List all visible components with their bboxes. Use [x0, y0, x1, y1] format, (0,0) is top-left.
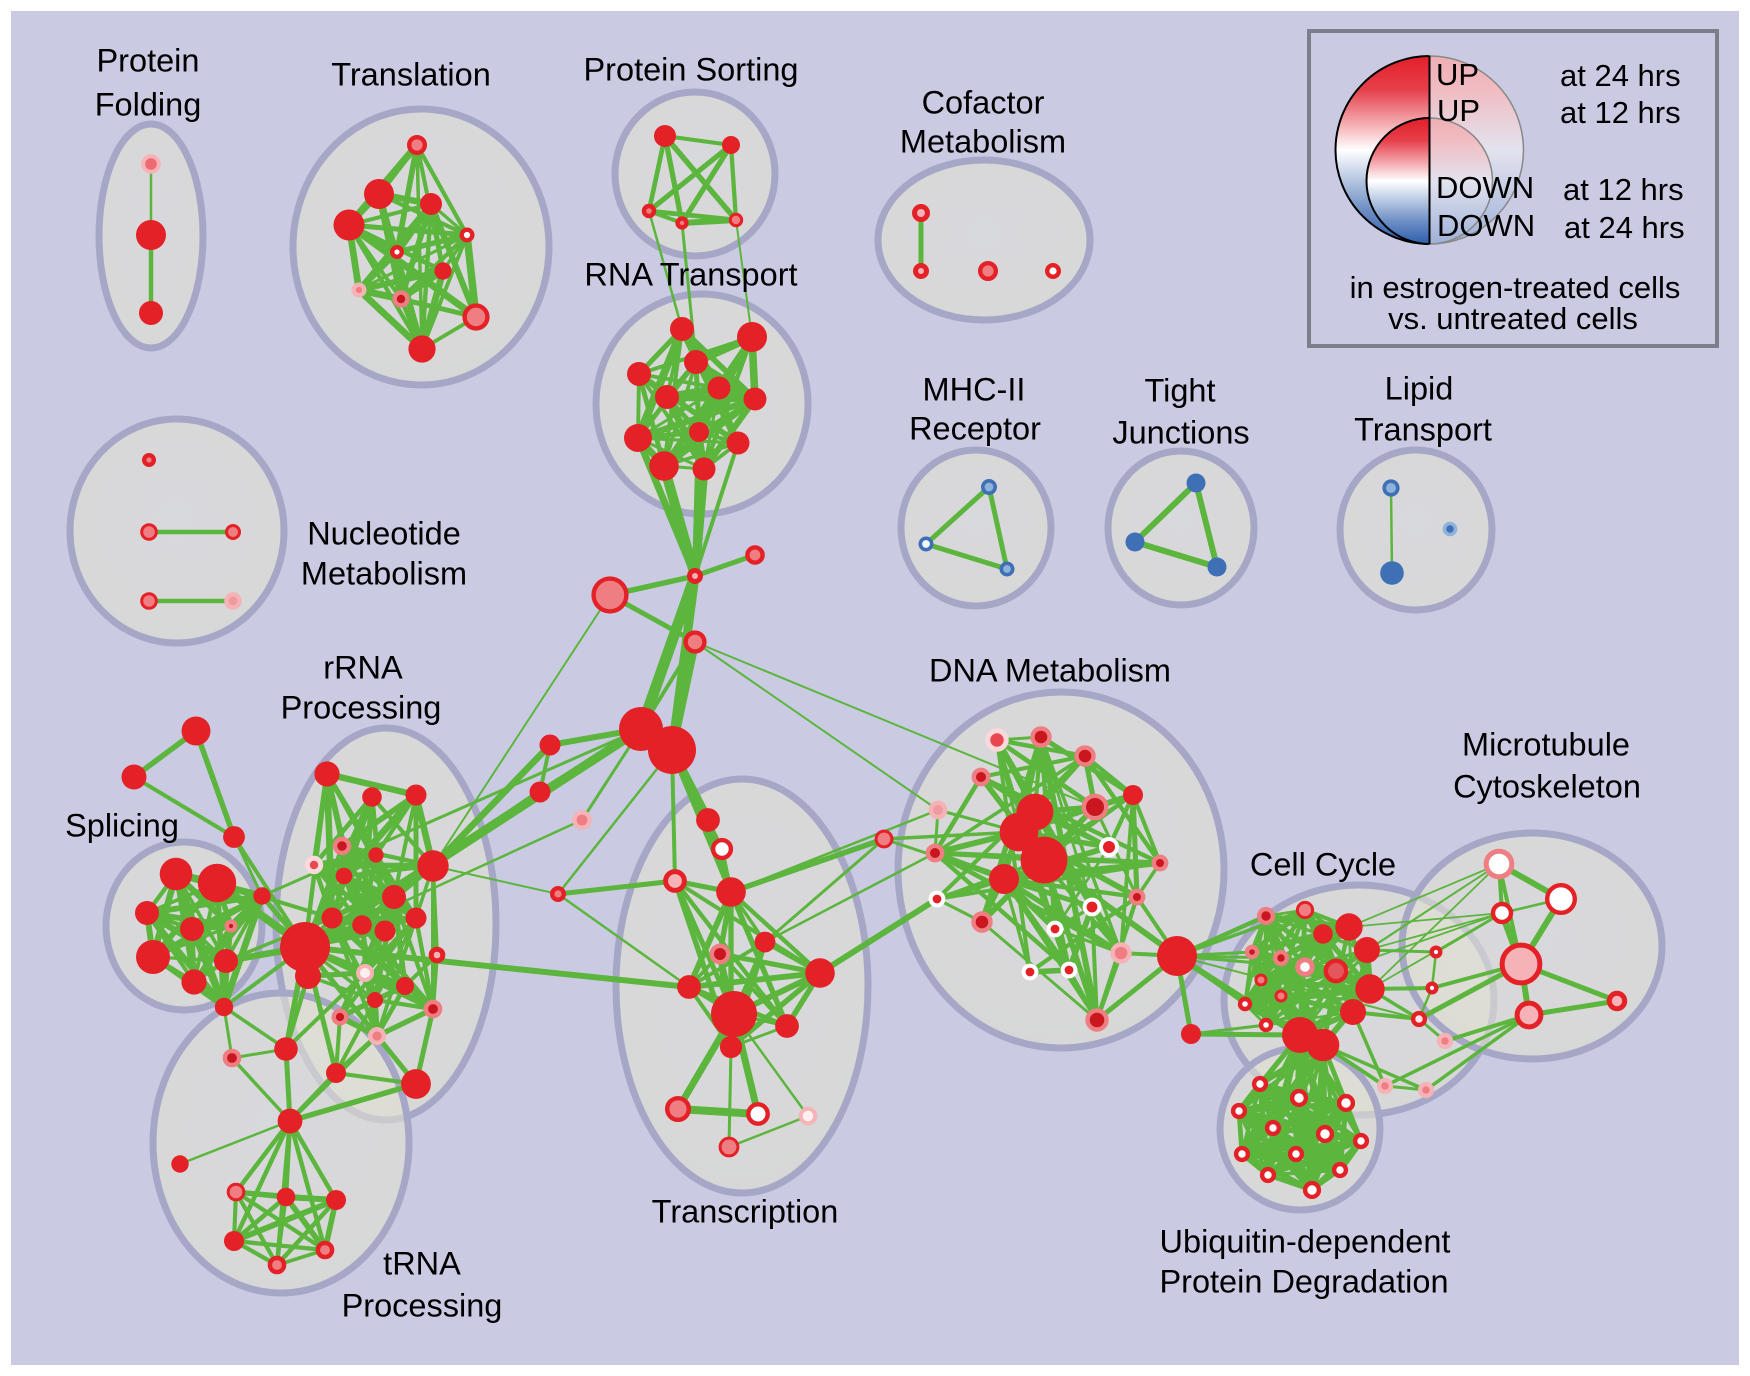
svg-text:at 12 hrs: at 12 hrs — [1560, 95, 1681, 130]
svg-text:Cell Cycle: Cell Cycle — [1250, 847, 1396, 883]
svg-text:DOWN: DOWN — [1437, 208, 1535, 243]
svg-text:UP: UP — [1437, 93, 1480, 128]
svg-text:MHC-II: MHC-II — [923, 372, 1026, 408]
svg-text:Receptor: Receptor — [909, 411, 1041, 447]
svg-text:Junctions: Junctions — [1112, 415, 1249, 451]
svg-text:RNA Transport: RNA Transport — [584, 257, 797, 293]
svg-text:Protein Degradation: Protein Degradation — [1159, 1264, 1448, 1300]
svg-text:DNA Metabolism: DNA Metabolism — [929, 653, 1171, 689]
svg-text:vs. untreated cells: vs. untreated cells — [1388, 301, 1638, 336]
svg-text:UP: UP — [1436, 57, 1479, 92]
svg-text:Protein: Protein — [97, 43, 200, 79]
svg-text:Splicing: Splicing — [65, 808, 179, 844]
svg-text:Processing: Processing — [281, 690, 442, 726]
svg-text:Cofactor: Cofactor — [922, 85, 1045, 121]
svg-text:at 24 hrs: at 24 hrs — [1564, 210, 1685, 245]
svg-text:in estrogen-treated cells: in estrogen-treated cells — [1350, 270, 1681, 305]
svg-text:at 12 hrs: at 12 hrs — [1563, 172, 1684, 207]
svg-text:Translation: Translation — [331, 57, 491, 93]
svg-text:DOWN: DOWN — [1436, 170, 1534, 205]
svg-text:Metabolism: Metabolism — [900, 124, 1066, 160]
svg-text:Nucleotide: Nucleotide — [307, 516, 461, 552]
svg-text:Transport: Transport — [1354, 412, 1492, 448]
svg-text:Folding: Folding — [95, 87, 202, 123]
svg-text:rRNA: rRNA — [323, 650, 403, 686]
svg-text:Metabolism: Metabolism — [301, 556, 467, 592]
svg-text:Protein Sorting: Protein Sorting — [584, 52, 799, 88]
svg-text:Tight: Tight — [1144, 373, 1215, 409]
svg-text:Processing: Processing — [342, 1288, 503, 1324]
svg-text:Transcription: Transcription — [652, 1194, 839, 1230]
svg-text:tRNA: tRNA — [383, 1246, 461, 1282]
svg-text:Cytoskeleton: Cytoskeleton — [1453, 769, 1641, 805]
svg-text:Lipid: Lipid — [1385, 371, 1454, 407]
svg-text:Microtubule: Microtubule — [1462, 727, 1630, 763]
svg-text:Ubiquitin-dependent: Ubiquitin-dependent — [1160, 1224, 1451, 1260]
svg-text:at 24 hrs: at 24 hrs — [1560, 58, 1681, 93]
